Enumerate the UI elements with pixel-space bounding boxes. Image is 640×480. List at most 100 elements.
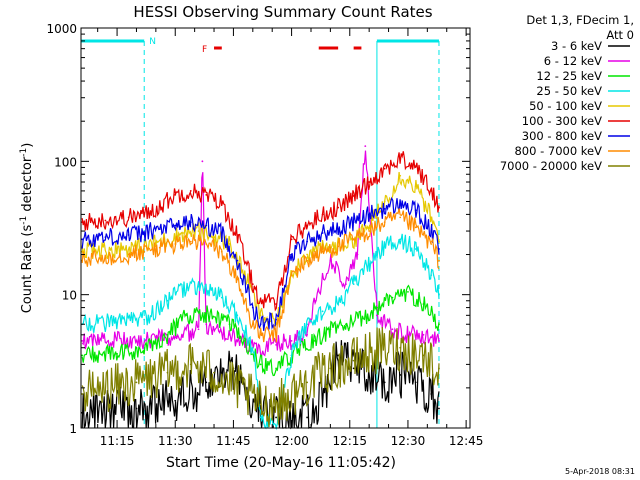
series-6-point-22 bbox=[430, 190, 433, 192]
series-6-point-5 bbox=[174, 194, 177, 196]
series-2-point-12 bbox=[329, 259, 332, 262]
series-2-point-8 bbox=[275, 344, 277, 346]
series-6-point-12 bbox=[275, 303, 277, 305]
series-line-3 bbox=[81, 284, 440, 377]
x-tick-label-4: 12:15 bbox=[332, 434, 367, 448]
series-2-point-13 bbox=[344, 283, 347, 286]
flare-intervals: F bbox=[202, 45, 362, 55]
series-6-point-9 bbox=[236, 234, 239, 236]
legend-label-4: 25 - 50 keV bbox=[536, 84, 602, 98]
footer-date: 5-Apr-2018 08:31 bbox=[565, 467, 635, 476]
series-7-point-12 bbox=[275, 318, 277, 321]
series-1-point-12 bbox=[352, 367, 355, 370]
series-4-point-14 bbox=[337, 303, 340, 305]
x-tick-label-6: 12:45 bbox=[449, 434, 484, 448]
series-9-point-3 bbox=[189, 363, 192, 366]
series-7-point-4 bbox=[158, 228, 161, 231]
series-8-point-9 bbox=[236, 278, 239, 281]
series-7-point-14 bbox=[306, 240, 309, 243]
series-9-point-12 bbox=[399, 346, 402, 349]
series-6-point-13 bbox=[290, 238, 293, 241]
series-9-point-5 bbox=[236, 386, 239, 389]
series-7-point-11 bbox=[259, 323, 262, 326]
legend-label-2: 6 - 12 keV bbox=[544, 54, 602, 68]
series-8-point-14 bbox=[306, 259, 309, 262]
series-8-point-13 bbox=[290, 274, 293, 277]
series-7-point-0 bbox=[81, 238, 84, 241]
series-6-point-15 bbox=[321, 213, 324, 216]
series-8-point-16 bbox=[337, 245, 340, 248]
series-1-point-9 bbox=[306, 416, 309, 419]
series-4-point-3 bbox=[166, 299, 169, 302]
series-7-point-5 bbox=[174, 224, 177, 227]
series-5-point-9 bbox=[259, 314, 262, 317]
y-tick-label-3: 1000 bbox=[46, 22, 77, 36]
series-7-point-19 bbox=[383, 207, 386, 210]
series-5-point-17 bbox=[383, 200, 386, 203]
series-1-point-11 bbox=[337, 354, 340, 357]
x-tick-label-3: 12:00 bbox=[274, 434, 309, 448]
series-6-point-7 bbox=[205, 194, 208, 196]
series-2-point-2 bbox=[174, 336, 177, 339]
series-7-point-16 bbox=[337, 228, 340, 231]
series-3-point-11 bbox=[313, 340, 316, 342]
series-3-point-3 bbox=[166, 333, 169, 336]
series-1-point-0 bbox=[81, 411, 84, 414]
series-7-point-20 bbox=[399, 202, 402, 205]
series-5-point-12 bbox=[306, 253, 309, 256]
series-2-point-6 bbox=[228, 333, 231, 336]
series-1-point-2 bbox=[174, 399, 177, 402]
axes: 1 10 100 1000 11:15 11:30 11:45 12:00 12:15 12:30… bbox=[46, 22, 483, 448]
series-5-point-5 bbox=[197, 230, 200, 232]
series-2-point-18 bbox=[407, 333, 409, 336]
series-8-point-7 bbox=[205, 243, 208, 245]
series-6-point-8 bbox=[220, 202, 223, 205]
series-8-point-21 bbox=[414, 226, 417, 229]
series-3-point-16 bbox=[391, 296, 394, 299]
series-lines bbox=[81, 145, 440, 431]
series-4-point-21 bbox=[438, 293, 440, 296]
x-tick-label-1: 11:30 bbox=[158, 434, 193, 448]
series-3-point-6 bbox=[228, 323, 231, 326]
series-6-point-23 bbox=[438, 206, 440, 209]
x-tick-label-0: 11:15 bbox=[100, 434, 135, 448]
series-9-point-1 bbox=[135, 381, 138, 384]
series-6-point-6 bbox=[189, 190, 192, 192]
series-3-point-0 bbox=[81, 354, 84, 357]
series-3-point-18 bbox=[422, 303, 425, 305]
series-4-point-17 bbox=[383, 245, 386, 248]
series-8-point-22 bbox=[430, 243, 433, 245]
series-6-point-10 bbox=[251, 283, 254, 286]
series-9-point-14 bbox=[438, 367, 440, 370]
series-9-point-6 bbox=[259, 403, 262, 406]
series-4-point-2 bbox=[143, 318, 146, 321]
series-7-point-21 bbox=[414, 209, 417, 212]
legend-label-7: 300 - 800 keV bbox=[522, 129, 602, 143]
legend-label-5: 50 - 100 keV bbox=[529, 99, 602, 113]
y-tick-label-2: 100 bbox=[54, 155, 77, 169]
series-5-point-1 bbox=[116, 248, 118, 250]
series-7-point-1 bbox=[104, 236, 107, 239]
series-7-point-13 bbox=[290, 253, 293, 256]
series-8-point-8 bbox=[220, 250, 223, 253]
series-8-point-19 bbox=[383, 221, 386, 224]
series-6-point-20 bbox=[399, 158, 402, 160]
series-8-point-11 bbox=[259, 333, 262, 336]
series-5-point-6 bbox=[213, 236, 215, 239]
series-9-point-10 bbox=[352, 359, 355, 362]
y-axis-label-part3: ) bbox=[20, 143, 35, 148]
series-8-point-6 bbox=[189, 240, 192, 243]
series-6-point-3 bbox=[143, 213, 146, 216]
series-8-point-4 bbox=[158, 246, 161, 249]
y-axis-label-sup1: -1 bbox=[19, 216, 29, 225]
y-axis-label: Count Rate (s-1 detector-1) bbox=[19, 143, 35, 314]
series-4-point-6 bbox=[220, 296, 223, 299]
series-2-point-5 bbox=[205, 323, 208, 326]
series-7-point-7 bbox=[205, 224, 208, 227]
legend-label-1: 3 - 6 keV bbox=[551, 39, 602, 53]
series-8-point-0 bbox=[81, 259, 84, 262]
series-4-point-15 bbox=[352, 283, 355, 286]
series-7-point-23 bbox=[438, 248, 440, 250]
series-3-point-19 bbox=[438, 323, 440, 326]
